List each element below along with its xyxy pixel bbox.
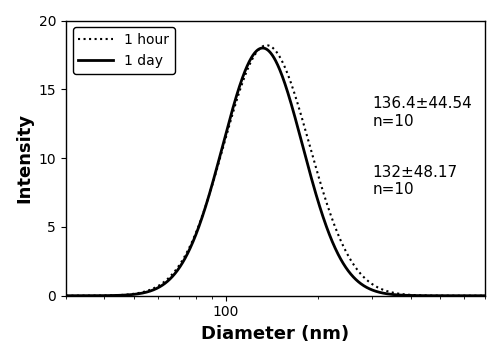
Legend: 1 hour, 1 day: 1 hour, 1 day: [73, 28, 175, 73]
1 day: [390, 292, 396, 297]
1 hour: [482, 294, 488, 298]
1 hour: [106, 293, 112, 297]
1 hour: [398, 292, 404, 296]
1 day: [232, 97, 238, 102]
1 day: [351, 276, 357, 280]
1 day: [63, 294, 69, 298]
X-axis label: Diameter (nm): Diameter (nm): [202, 325, 350, 343]
1 day: [106, 294, 112, 298]
1 day: [482, 294, 488, 298]
Y-axis label: Intensity: Intensity: [15, 113, 33, 203]
1 day: [260, 46, 266, 50]
Text: 132±48.17
n=10: 132±48.17 n=10: [372, 165, 458, 197]
1 hour: [248, 61, 254, 65]
1 hour: [351, 263, 357, 267]
1 hour: [390, 291, 396, 295]
Line: 1 hour: 1 hour: [66, 45, 485, 296]
1 day: [248, 57, 254, 62]
1 hour: [264, 43, 270, 47]
1 hour: [232, 102, 238, 107]
Line: 1 day: 1 day: [66, 48, 485, 296]
1 hour: [63, 294, 69, 298]
Text: 136.4±44.54
n=10: 136.4±44.54 n=10: [372, 96, 472, 129]
1 day: [398, 293, 404, 297]
